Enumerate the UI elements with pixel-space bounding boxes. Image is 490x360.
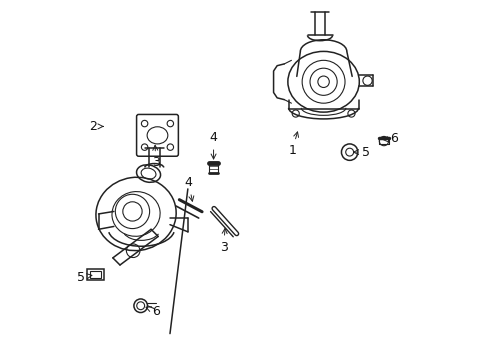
Text: 2: 2 — [89, 120, 103, 133]
Text: 1: 1 — [288, 132, 298, 157]
Text: 3: 3 — [152, 145, 160, 169]
Bar — [90, 271, 101, 278]
Text: 5: 5 — [353, 146, 370, 159]
Text: 6: 6 — [383, 132, 398, 145]
Text: 6: 6 — [146, 305, 160, 318]
Bar — [88, 269, 104, 280]
Text: 4: 4 — [210, 131, 218, 159]
Text: 3: 3 — [220, 229, 227, 254]
Text: 4: 4 — [185, 176, 194, 201]
Text: 5: 5 — [77, 271, 92, 284]
